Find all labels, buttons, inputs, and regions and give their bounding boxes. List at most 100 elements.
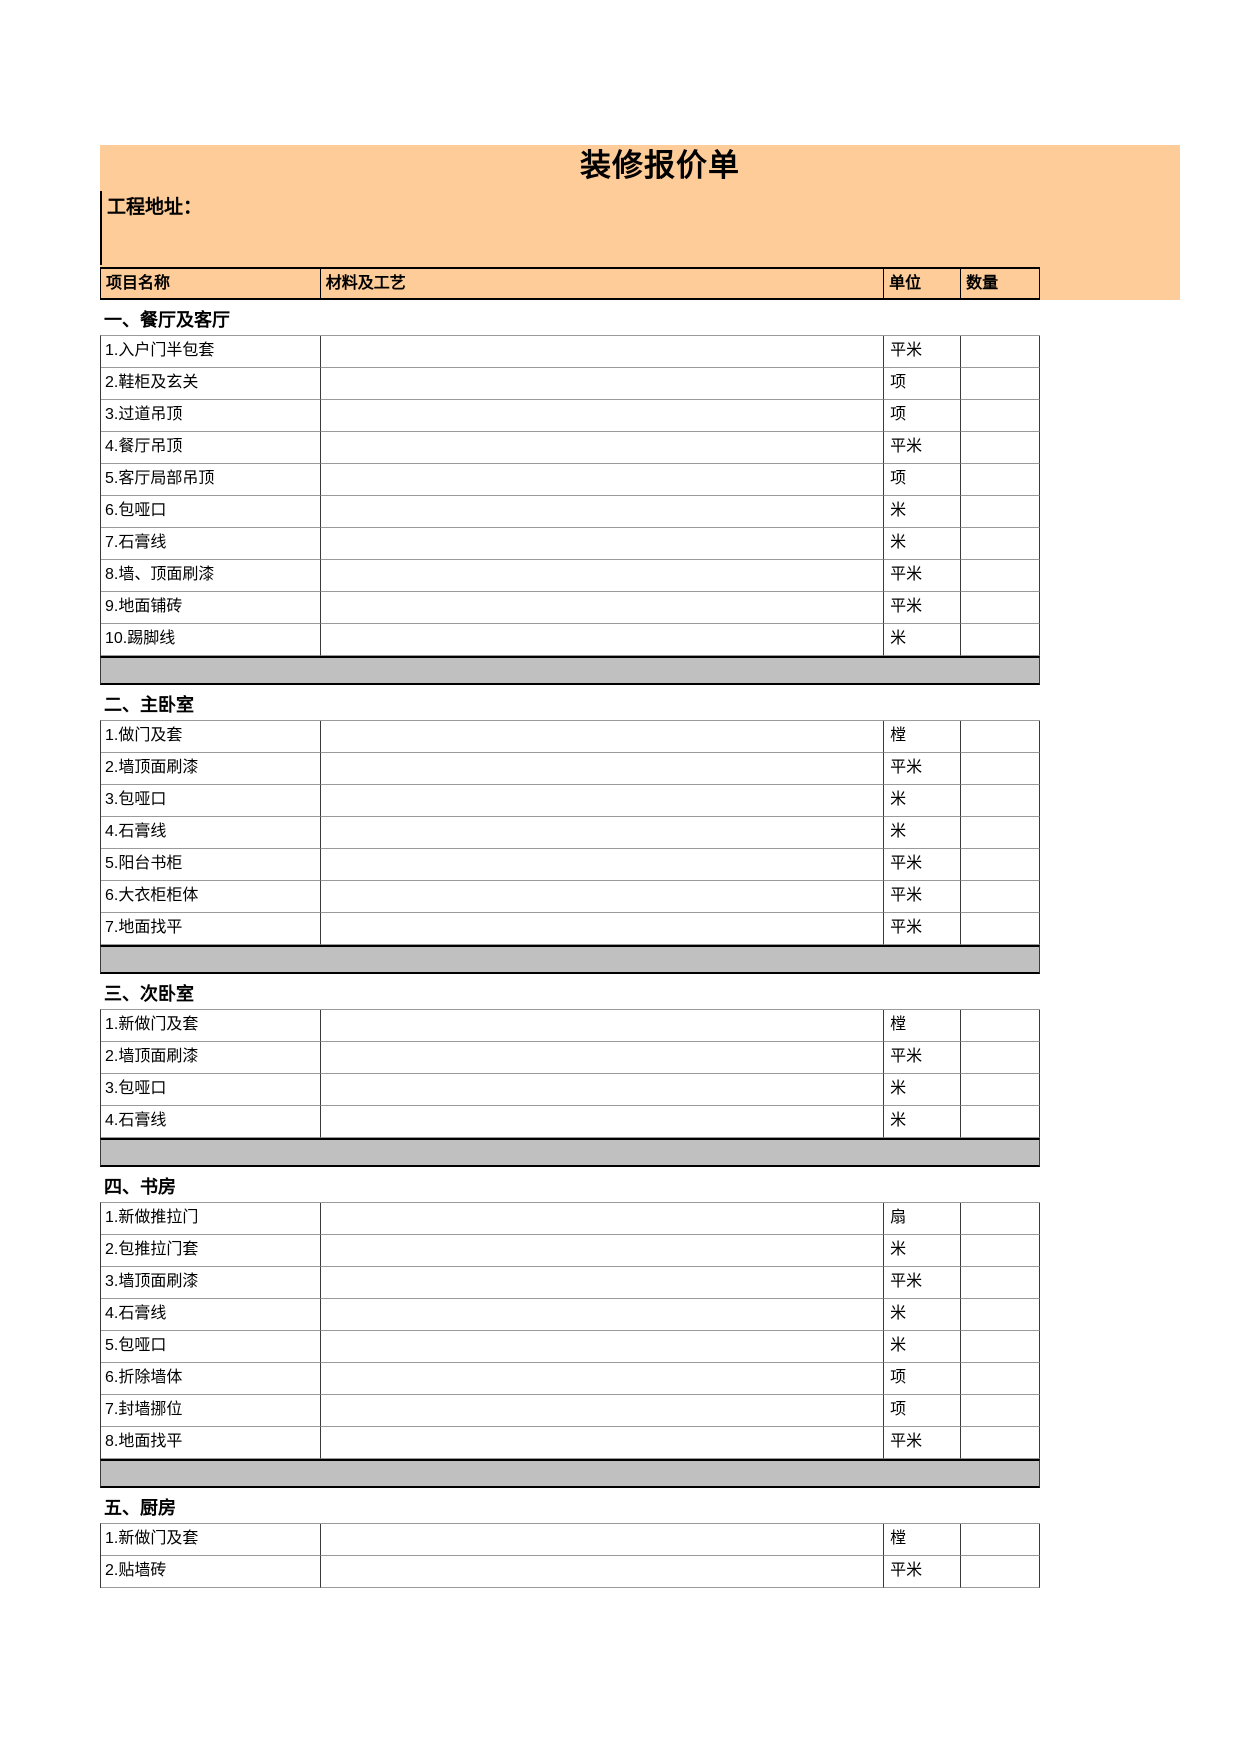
material-cell[interactable]	[320, 528, 885, 560]
quantity-cell[interactable]	[961, 785, 1040, 817]
unit-cell: 平米	[884, 560, 962, 592]
unit-cell: 项	[884, 400, 962, 432]
material-cell[interactable]	[320, 1235, 885, 1267]
quantity-cell[interactable]	[961, 1203, 1040, 1235]
quantity-cell[interactable]	[961, 849, 1040, 881]
item-name-cell: 4.石膏线	[101, 1106, 321, 1138]
item-name-cell: 1.新做门及套	[101, 1524, 321, 1556]
table-row: 1.入户门半包套 平米	[101, 336, 1040, 368]
quantity-cell[interactable]	[961, 817, 1040, 849]
table-row: 1.做门及套 樘	[101, 721, 1040, 753]
material-cell[interactable]	[320, 1010, 885, 1042]
material-cell[interactable]	[320, 624, 885, 656]
quantity-cell[interactable]	[961, 592, 1040, 624]
banner-right-filler	[1040, 267, 1180, 300]
material-cell[interactable]	[320, 560, 885, 592]
unit-cell: 项	[884, 1363, 962, 1395]
material-cell[interactable]	[320, 1074, 885, 1106]
quantity-cell[interactable]	[961, 1042, 1040, 1074]
table-row: 1.新做门及套 樘	[101, 1524, 1040, 1556]
quantity-cell[interactable]	[961, 560, 1040, 592]
unit-cell: 平米	[884, 1556, 962, 1588]
item-name-cell: 5.包哑口	[101, 1331, 321, 1363]
quantity-cell[interactable]	[961, 464, 1040, 496]
quantity-cell[interactable]	[961, 1010, 1040, 1042]
quantity-cell[interactable]	[961, 624, 1040, 656]
section-separator-row	[100, 1138, 1040, 1167]
column-header-item-name: 项目名称	[101, 269, 321, 298]
material-cell[interactable]	[320, 1042, 885, 1074]
table-row: 5.客厅局部吊顶 项	[101, 464, 1040, 496]
item-name-cell: 4.餐厅吊顶	[101, 432, 321, 464]
quantity-cell[interactable]	[961, 1427, 1040, 1459]
unit-cell: 项	[884, 464, 962, 496]
quantity-cell[interactable]	[961, 1235, 1040, 1267]
table-row: 6.折除墙体 项	[101, 1363, 1040, 1395]
item-name-cell: 6.大衣柜柜体	[101, 881, 321, 913]
quantity-cell[interactable]	[961, 1331, 1040, 1363]
project-address-label: 工程地址：	[107, 197, 203, 218]
section: 五、厨房 1.新做门及套 樘 2.贴墙砖 平米	[100, 1488, 1180, 1588]
unit-cell: 樘	[884, 721, 962, 753]
quantity-cell[interactable]	[961, 1524, 1040, 1556]
item-name-cell: 3.包哑口	[101, 785, 321, 817]
quantity-cell[interactable]	[961, 1106, 1040, 1138]
material-cell[interactable]	[320, 881, 885, 913]
quantity-cell[interactable]	[961, 400, 1040, 432]
unit-cell: 米	[884, 624, 962, 656]
quantity-cell[interactable]	[961, 1363, 1040, 1395]
material-cell[interactable]	[320, 817, 885, 849]
material-cell[interactable]	[320, 913, 885, 945]
table-row: 4.餐厅吊顶 平米	[101, 432, 1040, 464]
quantity-cell[interactable]	[961, 368, 1040, 400]
material-cell[interactable]	[320, 785, 885, 817]
quantity-cell[interactable]	[961, 336, 1040, 368]
unit-cell: 项	[884, 368, 962, 400]
quantity-cell[interactable]	[961, 721, 1040, 753]
material-cell[interactable]	[320, 592, 885, 624]
item-name-cell: 2.鞋柜及玄关	[101, 368, 321, 400]
material-cell[interactable]	[320, 1556, 885, 1588]
quantity-cell[interactable]	[961, 1395, 1040, 1427]
item-name-cell: 4.石膏线	[101, 817, 321, 849]
item-name-cell: 3.包哑口	[101, 1074, 321, 1106]
header-banner: 装修报价单 工程地址：	[100, 145, 1180, 267]
material-cell[interactable]	[320, 753, 885, 785]
quantity-cell[interactable]	[961, 528, 1040, 560]
material-cell[interactable]	[320, 1395, 885, 1427]
material-cell[interactable]	[320, 1267, 885, 1299]
page-title: 装修报价单	[580, 148, 740, 183]
section-separator-row	[100, 1459, 1040, 1488]
unit-cell: 扇	[884, 1203, 962, 1235]
quantity-cell[interactable]	[961, 1267, 1040, 1299]
material-cell[interactable]	[320, 1106, 885, 1138]
material-cell[interactable]	[320, 1331, 885, 1363]
material-cell[interactable]	[320, 1524, 885, 1556]
project-address-value[interactable]	[210, 192, 1180, 218]
material-cell[interactable]	[320, 1427, 885, 1459]
section: 四、书房 1.新做推拉门 扇 2.包推拉门套 米 3.墙顶面刷漆 平米 4.石膏…	[100, 1167, 1180, 1488]
material-cell[interactable]	[320, 336, 885, 368]
quantity-cell[interactable]	[961, 753, 1040, 785]
material-cell[interactable]	[320, 721, 885, 753]
material-cell[interactable]	[320, 496, 885, 528]
quantity-cell[interactable]	[961, 432, 1040, 464]
quantity-cell[interactable]	[961, 496, 1040, 528]
material-cell[interactable]	[320, 1299, 885, 1331]
quantity-cell[interactable]	[961, 913, 1040, 945]
table-row: 10.踢脚线 米	[101, 624, 1040, 656]
material-cell[interactable]	[320, 368, 885, 400]
unit-cell: 平米	[884, 1267, 962, 1299]
quantity-cell[interactable]	[961, 1556, 1040, 1588]
material-cell[interactable]	[320, 1203, 885, 1235]
material-cell[interactable]	[320, 400, 885, 432]
quantity-cell[interactable]	[961, 1074, 1040, 1106]
quantity-cell[interactable]	[961, 881, 1040, 913]
quantity-cell[interactable]	[961, 1299, 1040, 1331]
material-cell[interactable]	[320, 432, 885, 464]
material-cell[interactable]	[320, 464, 885, 496]
item-name-cell: 3.过道吊顶	[101, 400, 321, 432]
material-cell[interactable]	[320, 1363, 885, 1395]
material-cell[interactable]	[320, 849, 885, 881]
section-table: 1.新做推拉门 扇 2.包推拉门套 米 3.墙顶面刷漆 平米 4.石膏线 米 5…	[100, 1202, 1040, 1459]
